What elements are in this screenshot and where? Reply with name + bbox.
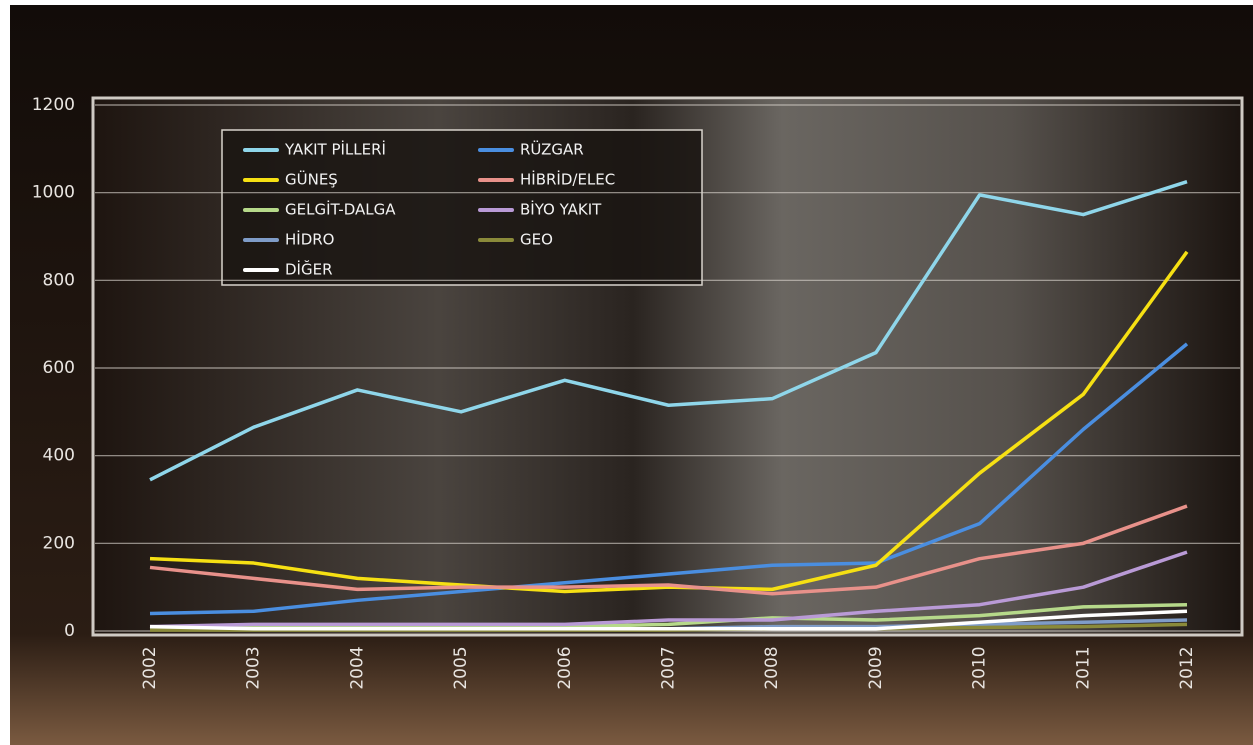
series-line [149, 250, 1189, 594]
legend-label: HİDRO [285, 230, 334, 249]
y-tick-label: 200 [43, 533, 75, 553]
legend: YAKIT PİLLERİ RÜZGAR GÜNEŞ HİBRİD/ELEC GELGİ… [243, 140, 615, 279]
legend-label: DİĞER [285, 260, 333, 279]
legend-box [221, 129, 703, 286]
series-line [149, 342, 1189, 616]
plot-frame [91, 96, 1244, 637]
x-tick-label: 2008 [762, 646, 782, 689]
y-tick-label: 400 [43, 446, 75, 466]
series-line [149, 180, 1188, 482]
x-tick-label: 2011 [1073, 646, 1093, 689]
legend-label: GEO [520, 231, 553, 249]
x-tick-label: 2007 [659, 646, 679, 689]
series-line [149, 504, 1188, 596]
legend-label: RÜZGAR [520, 140, 584, 159]
series-line [149, 609, 1188, 631]
y-tick-label: 1000 [32, 183, 75, 203]
y-tick-label: 800 [43, 270, 75, 290]
y-tick-label: 0 [64, 621, 75, 641]
x-tick-label: 2010 [970, 646, 990, 689]
y-tick-label: 600 [43, 358, 75, 378]
legend-label: BİYO YAKIT [520, 200, 602, 219]
legend-label: HİBRİD/ELEC [520, 170, 615, 189]
x-tick-label: 2012 [1177, 646, 1197, 689]
x-tick-label: 2005 [451, 646, 471, 689]
legend-label: YAKIT PİLLERİ [284, 140, 386, 159]
y-tick-label: 1200 [32, 95, 75, 115]
x-tick-label: 2009 [866, 646, 886, 689]
x-tick-label: 2006 [555, 646, 575, 689]
x-tick-label: 2002 [140, 646, 160, 689]
series-line [149, 602, 1188, 631]
x-tick-label: 2004 [347, 646, 367, 689]
x-tick-label: 2003 [244, 646, 264, 689]
legend-label: GELGİT-DALGA [285, 200, 396, 219]
series-line [149, 550, 1188, 629]
legend-label: GÜNEŞ [285, 170, 338, 189]
